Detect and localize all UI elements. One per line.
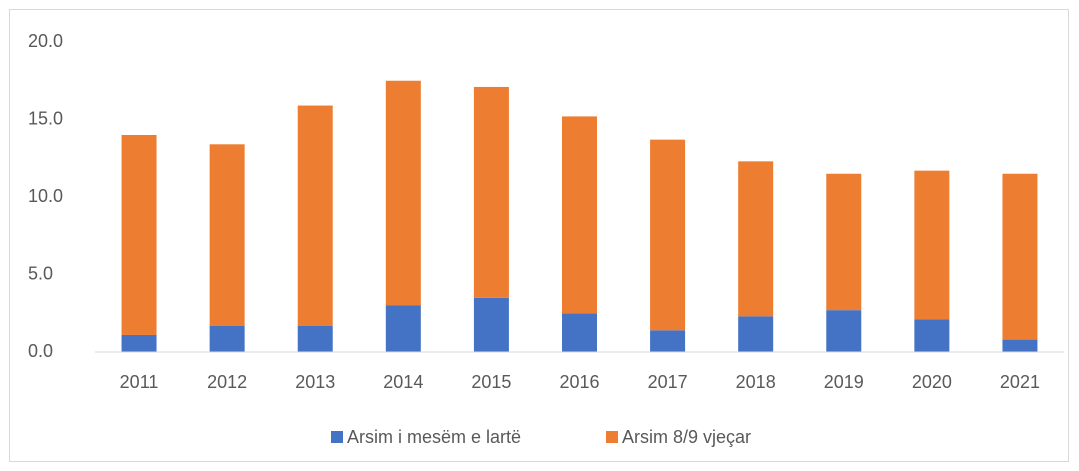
x-tick-label: 2015 [471, 372, 511, 392]
bar-segment [209, 144, 245, 326]
bar-segment [650, 330, 686, 352]
bar-segment [297, 105, 333, 326]
x-tick-label: 2012 [207, 372, 247, 392]
bar-segment [738, 161, 774, 317]
y-tick-label: 15.0 [28, 108, 63, 128]
legend-swatch [606, 431, 618, 443]
bar-segment [209, 325, 245, 352]
x-tick-label: 2016 [559, 372, 599, 392]
bar-segment [738, 316, 774, 352]
y-tick-label: 10.0 [28, 186, 63, 206]
y-tick-label: 0.0 [28, 341, 53, 361]
bar-segment [826, 310, 862, 352]
x-tick-label: 2014 [383, 372, 423, 392]
bar-segment [562, 313, 597, 352]
bar-segment [650, 139, 686, 331]
legend-swatch [331, 431, 343, 443]
bar-segment [121, 334, 157, 352]
y-tick-label: 5.0 [28, 263, 53, 283]
bar-segment [826, 173, 862, 311]
x-tick-label: 2021 [1000, 372, 1040, 392]
legend-label: Arsim i mesëm e lartë [347, 427, 521, 447]
bar-segment [297, 325, 333, 352]
bar-segment [473, 297, 509, 352]
x-tick-label: 2019 [824, 372, 864, 392]
bar-segment [385, 305, 421, 352]
legend-label: Arsim 8/9 vjeçar [622, 427, 751, 447]
x-tick-label: 2018 [736, 372, 776, 392]
bar-segment [562, 116, 597, 314]
bar-segment [1002, 339, 1038, 352]
bar-segment [385, 80, 421, 306]
x-tick-label: 2020 [912, 372, 952, 392]
chart-border [9, 9, 1069, 462]
x-tick-label: 2013 [295, 372, 335, 392]
bar-segment [914, 170, 950, 320]
y-tick-label: 20.0 [28, 31, 63, 51]
bar-segment [473, 86, 509, 298]
bar-segment [121, 135, 157, 335]
x-tick-label: 2011 [120, 372, 159, 392]
x-tick-label: 2017 [648, 372, 688, 392]
bar-segment [914, 319, 950, 352]
bar-segment [1002, 173, 1038, 340]
